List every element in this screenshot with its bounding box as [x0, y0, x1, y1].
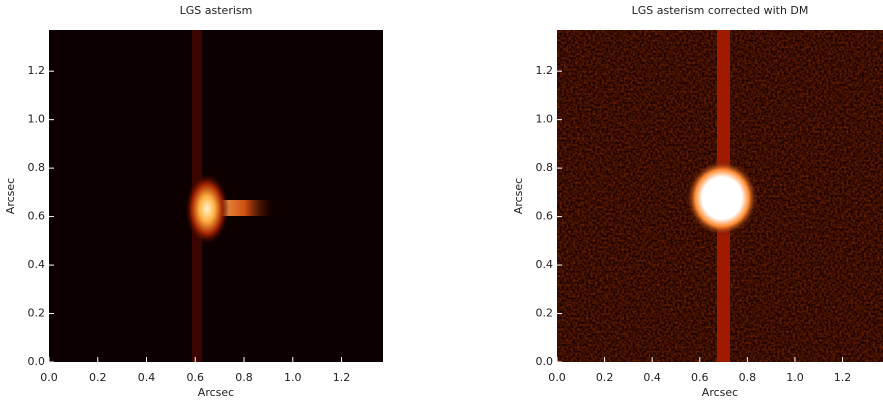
x-tick-label: 0.0 — [40, 371, 58, 384]
y-tick-label: 0.0 — [536, 355, 554, 368]
x-tick-label: 1.2 — [834, 371, 852, 384]
y-tick-label: 0.2 — [536, 307, 554, 320]
x-tick-label: 0.8 — [235, 371, 253, 384]
y-tick-label: 0.0 — [28, 355, 46, 368]
x-axis-label: Arcsec — [702, 386, 738, 399]
x-tick-label: 0.6 — [187, 371, 205, 384]
x-tick-label: 0.6 — [691, 371, 709, 384]
x-axis-label: Arcsec — [198, 386, 234, 399]
y-tick-label: 0.6 — [536, 210, 554, 223]
y-tick-label: 0.6 — [28, 210, 46, 223]
x-tick-label: 0.4 — [643, 371, 661, 384]
y-tick-label: 1.2 — [536, 64, 554, 77]
y-tick-label: 0.2 — [28, 307, 46, 320]
chart-title: LGS asterism — [180, 4, 253, 17]
y-tick-label: 0.4 — [28, 258, 46, 271]
y-tick-label: 0.8 — [536, 161, 554, 174]
image-right — [557, 30, 883, 362]
x-tick-label: 1.0 — [284, 371, 302, 384]
x-tick-label: 0.2 — [89, 371, 107, 384]
y-tick-label: 0.4 — [536, 258, 554, 271]
x-tick-label: 0.8 — [739, 371, 757, 384]
x-tick-label: 0.4 — [138, 371, 156, 384]
y-tick-label: 1.0 — [536, 113, 554, 126]
chart-title: LGS asterism corrected with DM — [632, 4, 809, 17]
x-tick-label: 0.2 — [596, 371, 614, 384]
x-tick-label: 1.2 — [333, 371, 351, 384]
y-axis-label: Arcsec — [4, 178, 17, 214]
x-tick-label: 1.0 — [786, 371, 804, 384]
x-tick-label: 0.0 — [548, 371, 566, 384]
image-left — [49, 30, 383, 362]
y-tick-label: 1.2 — [28, 64, 46, 77]
y-axis-label: Arcsec — [512, 178, 525, 214]
y-tick-label: 0.8 — [28, 161, 46, 174]
y-tick-label: 1.0 — [28, 113, 46, 126]
